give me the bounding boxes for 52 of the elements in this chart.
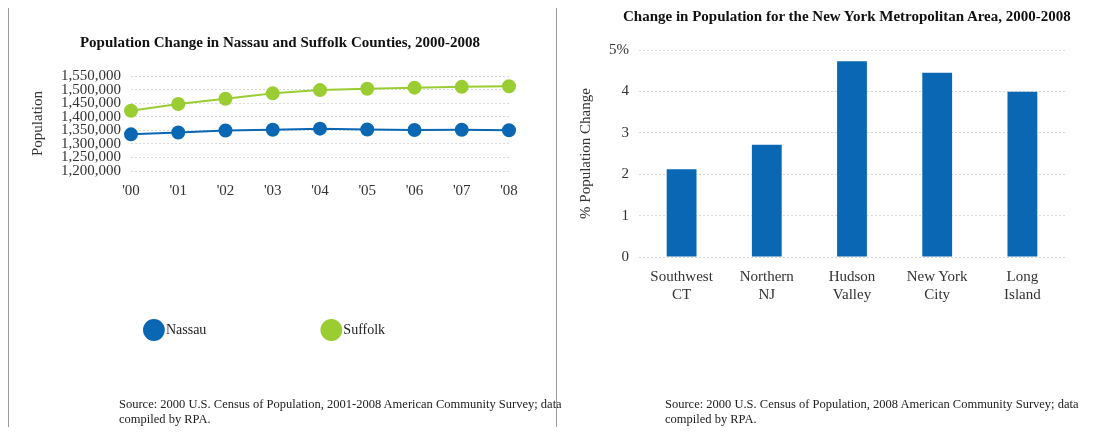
point xyxy=(454,79,469,94)
x-tick-label: Hudson Valley xyxy=(828,267,876,302)
point xyxy=(313,121,327,136)
x-tick-label: '06 xyxy=(405,181,424,198)
x-tick-label: Southwest CT xyxy=(650,267,714,302)
source-note: Source: 2000 U.S. Census of Population, 2001-2008 American Community Survey; data compiled by RPA. xyxy=(119,397,563,427)
bar xyxy=(751,144,782,257)
y-tick-label: 0 xyxy=(621,247,629,264)
source-note: Source: 2000 U.S. Census of Population, 2008 American Community Survey; data compiled by RPA. xyxy=(665,397,1080,427)
x-tick-label: '07 xyxy=(452,181,472,198)
y-tick-label: 4 xyxy=(621,82,630,99)
point xyxy=(313,83,327,98)
legend-label: Nassau xyxy=(165,321,207,337)
point xyxy=(265,86,280,101)
point xyxy=(124,127,138,142)
bar xyxy=(666,169,697,257)
point xyxy=(171,96,186,111)
point xyxy=(502,79,516,94)
point xyxy=(171,125,186,140)
bar xyxy=(837,61,867,257)
point xyxy=(407,123,422,138)
x-tick-label: '08 xyxy=(500,181,518,198)
x-tick-label: New York City xyxy=(906,267,969,302)
chart-title: Change in Population for the New York Metropolitan Area, 2000-2008 xyxy=(622,8,1072,25)
point xyxy=(502,123,516,138)
point xyxy=(265,122,280,137)
point xyxy=(360,81,375,96)
point xyxy=(218,91,233,106)
chart-title: Population Change in Nassau and Suffolk Counties, 2000-2008 xyxy=(78,34,482,51)
x-tick-label: '04 xyxy=(311,181,330,198)
point xyxy=(454,122,469,137)
x-tick-label: '00 xyxy=(122,181,140,198)
bar xyxy=(1007,91,1038,257)
x-tick-label: '03 xyxy=(263,181,282,198)
y-tick-label: 1,550,000 xyxy=(61,66,121,83)
x-tick-label: '01 xyxy=(169,181,188,198)
y-axis-title: % Population Change xyxy=(576,87,593,219)
y-tick-label: 5% xyxy=(609,40,629,57)
x-tick-label: '02 xyxy=(216,181,235,198)
point xyxy=(407,80,422,95)
y-axis-title: Population xyxy=(28,90,45,157)
bar xyxy=(922,72,953,257)
point xyxy=(218,123,233,138)
y-tick-label: 2 xyxy=(621,165,629,182)
x-tick-label: '05 xyxy=(358,181,377,198)
y-tick-label: 1 xyxy=(621,206,629,223)
point xyxy=(124,103,138,118)
legend-label: Suffolk xyxy=(343,321,386,337)
y-tick-label: 3 xyxy=(621,123,629,140)
x-tick-label: Long Island xyxy=(1004,267,1042,302)
point xyxy=(360,122,375,137)
x-tick-label: Northern NJ xyxy=(739,267,795,302)
